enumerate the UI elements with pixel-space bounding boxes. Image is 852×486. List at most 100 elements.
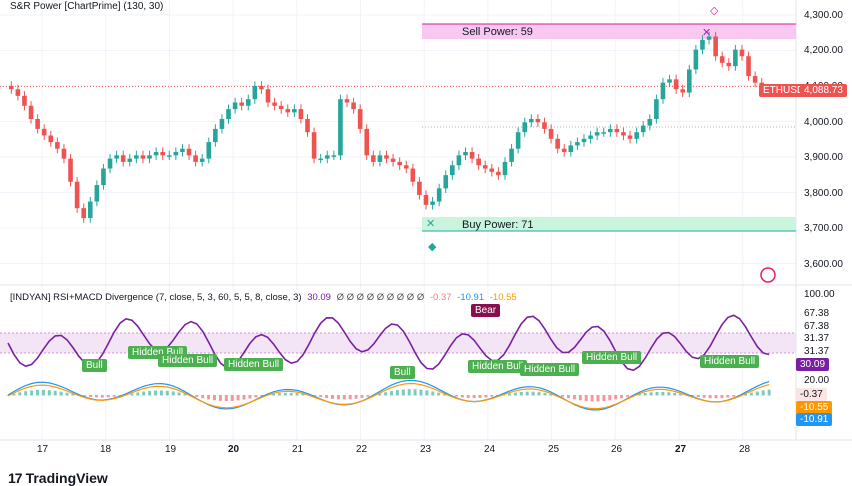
candle-body — [542, 122, 547, 129]
macd-histogram-bar — [714, 395, 718, 399]
indicator-zeros: Ø Ø Ø Ø Ø Ø Ø Ø Ø — [336, 292, 425, 303]
signal-hidden-bull: Hidden Bull — [582, 351, 642, 364]
macd-histogram-bar — [744, 393, 747, 396]
macd-histogram-bar — [248, 395, 252, 399]
macd-histogram-bar — [572, 395, 576, 400]
candle-body — [357, 109, 363, 129]
candle-body — [509, 148, 514, 162]
macd-histogram-bar — [767, 389, 771, 396]
macd-histogram-bar — [531, 391, 535, 396]
rsi-axis-label: 67.38 — [804, 321, 830, 332]
macd-histogram-bar — [118, 395, 122, 396]
macd-histogram-bar — [407, 389, 411, 396]
macd-histogram-bar — [454, 395, 458, 397]
candle-body — [403, 165, 409, 169]
macd-histogram-bar — [395, 390, 399, 396]
candle-body — [436, 188, 442, 202]
macd-histogram-bar — [30, 390, 34, 396]
symbol-tag: ETHUSD — [759, 84, 809, 97]
candle-body — [120, 155, 126, 162]
macd-tag: -10.91 — [796, 413, 833, 426]
candle-body — [489, 168, 495, 172]
indicator-v3: -10.55 — [489, 292, 517, 303]
candle-body — [733, 49, 738, 67]
macd-histogram-bar — [702, 395, 706, 398]
candle-body — [107, 158, 113, 169]
x-axis-label: 28 — [739, 444, 751, 455]
macd-histogram-bar — [637, 393, 641, 396]
macd-histogram-bar — [413, 389, 417, 396]
macd-histogram-bar — [207, 395, 211, 400]
macd-histogram-bar — [100, 395, 104, 398]
candle-body — [74, 181, 80, 209]
macd-histogram-bar — [112, 395, 116, 397]
macd-histogram-bar — [47, 390, 51, 396]
candle-body — [634, 132, 639, 139]
macd-histogram-bar — [667, 392, 671, 396]
sell-marker-icon: ✕ — [702, 27, 711, 39]
candle-body — [272, 102, 277, 106]
candle-body — [693, 49, 699, 70]
candle-body — [127, 158, 133, 162]
x-axis-label: 18 — [100, 444, 112, 455]
candle-body — [61, 148, 67, 159]
macd-histogram-bar — [614, 395, 618, 400]
candle-body — [338, 99, 343, 156]
candle-body — [166, 155, 172, 157]
candle-body — [285, 109, 291, 113]
macd-histogram-bar — [213, 395, 216, 401]
candle-body — [673, 79, 679, 90]
candle-body — [660, 82, 666, 100]
candle-body — [423, 194, 429, 205]
macd-histogram-bar — [425, 390, 429, 396]
macd-histogram-bar — [537, 392, 541, 396]
macd-histogram-bar — [749, 392, 753, 396]
candle-body — [206, 142, 212, 159]
candle-body — [245, 99, 251, 106]
candle-body — [456, 155, 462, 166]
candle-body — [265, 89, 271, 103]
candle-body — [746, 56, 751, 77]
signal-hidden-bull: Hidden Bull — [520, 363, 580, 376]
candle-body — [515, 132, 521, 149]
candle-body — [160, 152, 165, 156]
candle-body — [594, 132, 600, 136]
macd-histogram-bar — [508, 393, 511, 396]
rsi-axis-label: 67.38 — [804, 308, 830, 319]
candle-body — [87, 201, 93, 219]
macd-histogram-bar — [331, 395, 334, 399]
candle-body — [463, 152, 468, 156]
candle-body — [311, 132, 317, 159]
rsi-line — [7, 314, 770, 372]
macd-histogram-bar — [596, 395, 600, 402]
macd-histogram-bar — [472, 395, 476, 399]
candle-body — [621, 132, 626, 136]
candle-body — [193, 155, 198, 162]
candle-body — [94, 185, 100, 202]
macd-histogram-bar — [171, 391, 175, 396]
candle-body — [522, 122, 528, 133]
candle-body — [654, 99, 659, 119]
candle-body — [561, 148, 567, 153]
candle-body — [384, 155, 389, 159]
price-axis-label: 3,700.00 — [804, 223, 843, 234]
macd-histogram-bar — [12, 393, 16, 396]
candle-body — [469, 152, 475, 159]
candle-body — [186, 148, 192, 156]
brand-logo: 17 TradingView — [8, 470, 108, 486]
x-axis-label: 24 — [484, 444, 496, 455]
macd-histogram-bar — [6, 395, 10, 396]
last-price-tag: 4,088.73 — [800, 84, 847, 97]
macd-histogram-bar — [295, 393, 299, 396]
macd-histogram-bar — [460, 395, 464, 398]
candle-body — [397, 161, 402, 166]
macd-histogram-bar — [708, 395, 712, 399]
buy-diamond-icon: ◆ — [428, 241, 437, 253]
macd-histogram-bar — [690, 395, 694, 397]
macd-histogram-bar — [655, 391, 659, 396]
candle-body — [417, 181, 422, 195]
macd-histogram-bar — [620, 395, 624, 399]
candle-body — [443, 175, 449, 189]
candle-body — [535, 118, 541, 123]
